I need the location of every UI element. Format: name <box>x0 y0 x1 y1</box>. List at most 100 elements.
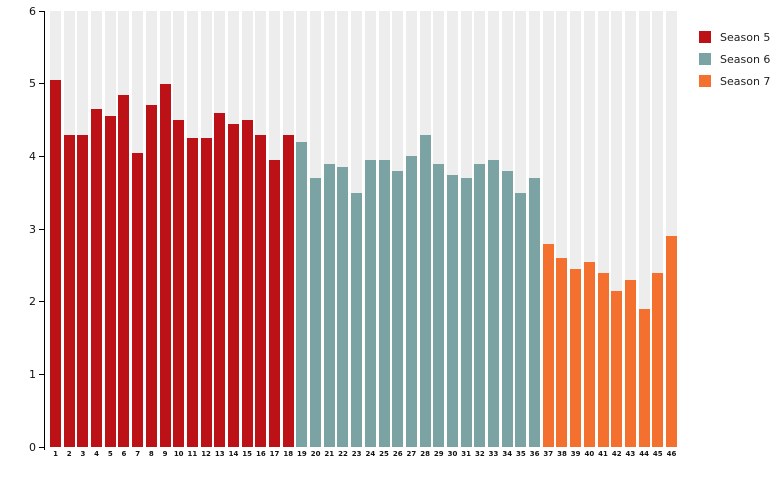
x-tick-label: 36 <box>529 450 540 458</box>
y-tick-label: 5 <box>29 77 36 91</box>
bar-16-season-5 <box>255 134 267 447</box>
bar-42-season-7 <box>611 290 623 447</box>
x-tick-label: 14 <box>228 450 239 458</box>
bar-30-season-6 <box>446 174 458 447</box>
y-tick-mark <box>39 155 44 157</box>
x-tick-label: 42 <box>611 450 622 458</box>
bar-7-season-5 <box>132 152 144 447</box>
bar-4-season-5 <box>91 109 103 447</box>
bar-24-season-6 <box>364 159 376 447</box>
bar-28-season-6 <box>419 134 431 447</box>
x-tick-label: 40 <box>584 450 595 458</box>
bar-5-season-5 <box>104 116 116 447</box>
y-tick-mark <box>39 83 44 85</box>
plot-area <box>50 11 677 447</box>
bar-38-season-7 <box>556 258 568 447</box>
bar-43-season-7 <box>624 279 636 447</box>
x-tick-label: 22 <box>338 450 348 458</box>
bar-background-stripe <box>542 11 554 447</box>
bar-41-season-7 <box>597 272 609 447</box>
bar-32-season-6 <box>474 163 486 447</box>
x-tick-label: 31 <box>461 450 472 458</box>
x-tick-label: 5 <box>107 450 113 458</box>
bar-36-season-6 <box>529 178 541 447</box>
x-tick-label: 9 <box>162 450 168 458</box>
x-tick-label: 2 <box>66 450 72 458</box>
bar-10-season-5 <box>173 120 185 447</box>
x-tick-label: 7 <box>135 450 141 458</box>
y-tick-label: 4 <box>29 149 36 163</box>
bar-23-season-6 <box>351 192 363 447</box>
bar-9-season-5 <box>159 83 171 447</box>
legend: Season 5 Season 6 Season 7 <box>699 30 770 96</box>
bar-background-stripe <box>597 11 609 447</box>
y-tick-label: 0 <box>29 440 36 454</box>
x-tick-label: 32 <box>474 450 485 458</box>
bar-22-season-6 <box>337 167 349 447</box>
x-tick-label: 35 <box>516 450 526 458</box>
x-tick-label: 46 <box>666 450 677 458</box>
x-tick-label: 45 <box>652 450 663 458</box>
x-tick-label: 11 <box>187 450 198 458</box>
x-tick-label: 44 <box>639 450 649 458</box>
x-tick-label: 17 <box>269 450 280 458</box>
x-tick-label: 13 <box>214 450 225 458</box>
x-tick-label: 26 <box>392 450 403 458</box>
bar-3-season-5 <box>77 134 89 447</box>
bar-19-season-6 <box>296 141 308 447</box>
bar-21-season-6 <box>323 163 335 447</box>
bar-37-season-7 <box>542 243 554 447</box>
x-tick-label: 34 <box>502 450 513 458</box>
bar-11-season-5 <box>186 138 198 447</box>
x-tick-label: 6 <box>121 450 127 458</box>
x-tick-label: 21 <box>324 450 335 458</box>
y-tick-mark <box>39 373 44 375</box>
bar-background-stripe <box>570 11 582 447</box>
bar-14-season-5 <box>227 123 239 447</box>
y-tick-mark <box>39 301 44 303</box>
bar-1-season-5 <box>50 80 61 447</box>
bar-8-season-5 <box>145 105 157 447</box>
bar-background-stripe <box>624 11 636 447</box>
x-tick-label: 4 <box>94 450 99 458</box>
bar-18-season-5 <box>282 134 294 447</box>
x-tick-label: 8 <box>148 450 154 458</box>
bar-background-stripe <box>638 11 650 447</box>
bar-27-season-6 <box>405 156 417 447</box>
x-tick-label: 38 <box>557 450 567 458</box>
bar-background-stripe <box>583 11 595 447</box>
bar-40-season-7 <box>583 261 595 447</box>
y-tick-mark <box>39 228 44 230</box>
legend-label: Season 5 <box>720 30 771 44</box>
y-tick-mark <box>39 10 44 12</box>
bar-35-season-6 <box>515 192 527 447</box>
x-tick-label: 37 <box>543 450 554 458</box>
x-tick-label: 1 <box>53 450 58 458</box>
bar-background-stripe <box>666 11 677 447</box>
legend-label: Season 6 <box>720 52 771 66</box>
x-tick-label: 10 <box>173 450 184 458</box>
legend-item: Season 6 <box>699 52 770 66</box>
x-tick-label: 16 <box>255 450 266 458</box>
x-tick-label: 12 <box>201 450 211 458</box>
bar-39-season-7 <box>570 268 582 447</box>
x-tick-label: 33 <box>488 450 499 458</box>
x-tick-label: 25 <box>379 450 389 458</box>
x-tick-label: 30 <box>447 450 458 458</box>
x-tick-label: 28 <box>420 450 430 458</box>
y-tick-label: 6 <box>29 4 36 18</box>
y-tick-label: 3 <box>29 222 36 236</box>
bar-12-season-5 <box>200 138 212 447</box>
x-tick-label: 41 <box>598 450 608 458</box>
bar-15-season-5 <box>241 120 253 447</box>
y-tick-mark <box>39 446 44 448</box>
bar-20-season-6 <box>310 178 322 447</box>
legend-swatch-icon <box>699 75 711 87</box>
bar-background-stripe <box>556 11 568 447</box>
x-tick-label: 23 <box>351 450 362 458</box>
x-tick-label: 3 <box>80 450 86 458</box>
x-tick-label: 20 <box>310 450 321 458</box>
bar-6-season-5 <box>118 94 130 447</box>
legend-item: Season 7 <box>699 74 770 88</box>
bar-29-season-6 <box>433 163 445 447</box>
